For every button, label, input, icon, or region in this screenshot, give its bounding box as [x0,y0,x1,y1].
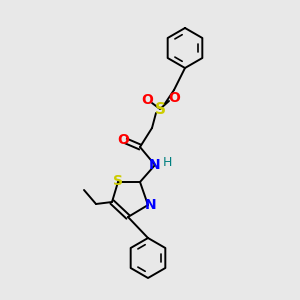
Text: N: N [145,198,157,212]
Text: S: S [113,174,123,188]
Text: O: O [141,93,153,107]
Text: O: O [117,133,129,147]
Text: N: N [149,158,161,172]
Text: S: S [154,101,166,116]
Text: O: O [168,91,180,105]
Text: H: H [162,157,172,169]
